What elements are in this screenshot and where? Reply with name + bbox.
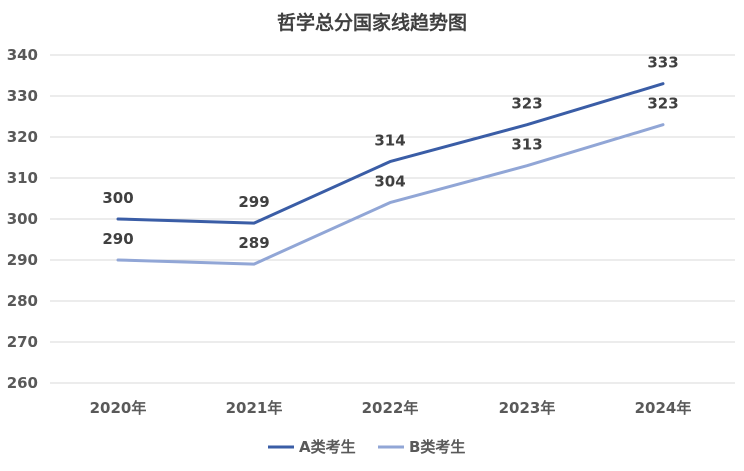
- data-label: 323: [511, 95, 542, 113]
- series-lines: [116, 82, 665, 266]
- legend: A类考生 B类考生: [268, 438, 465, 456]
- y-tick-label: 280: [7, 292, 38, 310]
- x-tick-label: 2024年: [635, 399, 692, 417]
- series-line-2: [116, 123, 665, 266]
- data-label: 333: [647, 54, 678, 72]
- y-tick-label: 330: [7, 87, 38, 105]
- x-tick-label: 2023年: [499, 399, 556, 417]
- y-tick-label: 320: [7, 128, 38, 146]
- data-label: 289: [238, 234, 269, 252]
- data-label: 299: [238, 193, 269, 211]
- data-label: 304: [374, 173, 405, 191]
- y-tick-label: 260: [7, 374, 38, 392]
- data-label: 290: [102, 230, 133, 248]
- data-label: 323: [647, 95, 678, 113]
- data-label: 314: [374, 132, 405, 150]
- series-line-1: [116, 82, 665, 225]
- y-tick-label: 300: [7, 210, 38, 228]
- legend-label: A类考生: [299, 438, 356, 456]
- y-tick-label: 340: [7, 46, 38, 64]
- y-tick-label: 290: [7, 251, 38, 269]
- x-tick-label: 2022年: [362, 399, 419, 417]
- data-label: 313: [511, 136, 542, 154]
- x-axis-ticks: 2020年 2021年 2022年 2023年 2024年: [90, 399, 692, 417]
- y-tick-label: 310: [7, 169, 38, 187]
- x-tick-label: 2020年: [90, 399, 147, 417]
- data-label: 300: [102, 189, 133, 207]
- data-labels: 300 299 314 323 333 290 289 304 313 323: [102, 54, 678, 252]
- y-axis-ticks: 260 270 280 290 300 310 320 330 340: [7, 46, 38, 392]
- chart-title: 哲学总分国家线趋势图: [277, 11, 467, 34]
- y-tick-label: 270: [7, 333, 38, 351]
- x-tick-label: 2021年: [226, 399, 283, 417]
- legend-label: B类考生: [409, 438, 465, 456]
